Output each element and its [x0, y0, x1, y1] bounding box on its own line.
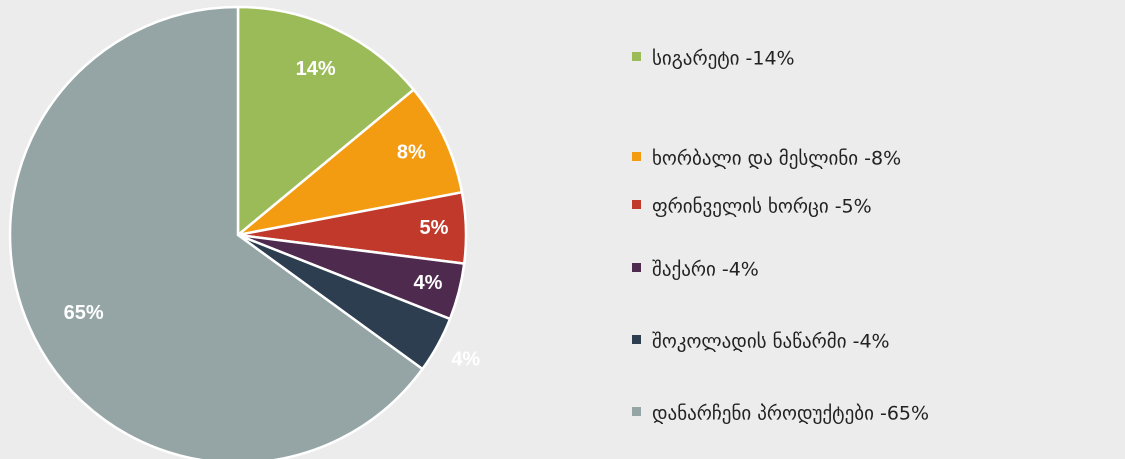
pie-slice — [8, 5, 425, 459]
legend-marker — [632, 152, 641, 161]
pie-slice — [237, 87, 464, 237]
data-label: 8% — [397, 142, 426, 164]
legend-label: შაქარი -4% — [652, 259, 759, 281]
data-label: 5% — [420, 217, 449, 239]
data-label: 4% — [413, 272, 442, 294]
data-label: 4% — [451, 348, 480, 370]
data-label: 14% — [296, 58, 336, 80]
data-label: 65% — [64, 302, 104, 324]
legend-marker — [632, 200, 641, 209]
legend-label: ხორბალი და მესლინი -8% — [652, 148, 901, 170]
legend-label: შოკოლადის ნაწარმი -4% — [652, 331, 890, 353]
pie-slice — [236, 5, 416, 238]
legend-label: დანარჩენი პროდუქტები -65% — [652, 403, 929, 425]
legend-marker — [632, 52, 641, 61]
legend-marker — [632, 407, 641, 416]
legend-label: ფრინველის ხორცი -5% — [652, 196, 872, 218]
legend-marker — [632, 335, 641, 344]
legend-marker — [632, 263, 641, 272]
legend-label: სიგარეტი -14% — [652, 48, 795, 70]
